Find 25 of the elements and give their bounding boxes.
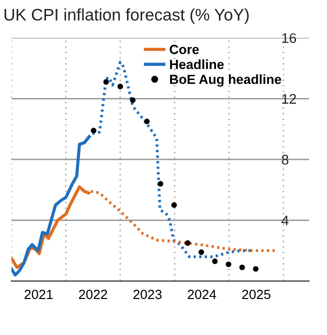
legend-label: BoE Aug headline xyxy=(170,74,282,87)
y-tick-label: 4 xyxy=(282,216,289,226)
legend-label: Core xyxy=(170,44,199,54)
point xyxy=(130,97,136,103)
point xyxy=(117,84,124,90)
legend-label: Headline xyxy=(170,59,224,70)
x-tick-label: 2024 xyxy=(188,290,216,300)
point xyxy=(103,79,109,85)
x-tick-label: 2021 xyxy=(24,290,53,300)
x-tick-label: 2022 xyxy=(79,290,108,300)
x-tick-label: 2025 xyxy=(242,290,270,300)
point xyxy=(158,181,164,187)
point xyxy=(90,128,96,134)
chart-title: UK CPI inflation forecast (% YoY) xyxy=(4,8,249,24)
point xyxy=(212,258,218,264)
point xyxy=(252,266,258,272)
y-tick-label: 12 xyxy=(282,94,296,104)
x-tick-label: 2023 xyxy=(133,290,162,300)
y-tick-label: 16 xyxy=(282,33,296,44)
y-tick-label: 8 xyxy=(282,154,288,165)
point xyxy=(184,240,190,246)
point xyxy=(239,264,245,270)
point xyxy=(198,249,204,255)
point xyxy=(144,118,150,124)
line-series xyxy=(11,135,91,277)
